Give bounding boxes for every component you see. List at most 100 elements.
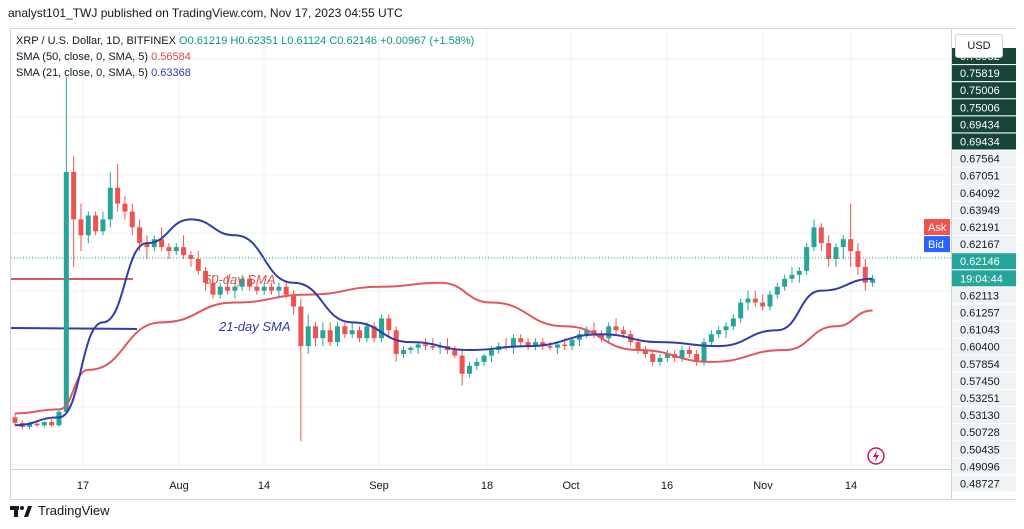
candle-body (474, 361, 480, 366)
price-label: 0.53251 (960, 393, 1000, 405)
ask-tag (924, 219, 950, 235)
candle-body (826, 243, 832, 259)
candle-body (730, 318, 736, 327)
candle-body (694, 354, 700, 362)
candle-body (100, 219, 106, 232)
candle-body (276, 286, 282, 291)
candle-body (137, 227, 143, 244)
price-label: 0.57450 (960, 376, 1000, 388)
price-label: 0.69434 (960, 137, 1000, 149)
candle-body (71, 171, 77, 220)
published-line: analyst101_TWJ published on TradingView.… (8, 6, 403, 20)
price-label: 0.61043 (960, 325, 1000, 337)
candle-body (870, 278, 876, 283)
sma50-annotation: 50-day SMA (204, 272, 276, 287)
price-label-bg (952, 201, 1016, 218)
candle-body (752, 298, 758, 303)
price-label-bg (952, 133, 1016, 150)
candles (12, 76, 876, 442)
sma21-value: 0.63368 (151, 67, 191, 79)
price-label-bg (952, 355, 1016, 372)
sma50-line (14, 281, 873, 415)
price-label: 0.75819 (960, 68, 1000, 80)
candle-body (408, 347, 414, 351)
candle-body (862, 266, 868, 283)
candle-body (181, 247, 187, 256)
candle-body (247, 278, 253, 287)
candle-body (63, 171, 69, 412)
candle-body (532, 342, 538, 347)
price-label-bg (952, 150, 1016, 167)
bid-label: Bid (928, 239, 944, 251)
candle-body (151, 239, 157, 248)
price-label-bg (952, 253, 1016, 270)
candle-body (203, 270, 209, 283)
price-label-bg (952, 236, 1016, 253)
price-label: 0.50435 (960, 444, 1000, 456)
legend-symbol-row: XRP / U.S. Dollar, 1D, BITFINEX O0.61219… (16, 33, 474, 49)
candle-body (855, 251, 861, 267)
brand-label: TradingView (38, 503, 110, 518)
price-label-bg (952, 99, 1016, 116)
candle-body (430, 346, 436, 348)
price-label-bg (952, 458, 1016, 475)
candle-body (767, 294, 773, 307)
price-label-bg (952, 82, 1016, 99)
candle-body (804, 247, 810, 271)
candle-body (642, 350, 648, 354)
price-label: 0.69434 (960, 119, 1000, 131)
candle-body (144, 243, 150, 248)
price-label: 0.62146 (960, 256, 1000, 268)
price-label: 0.75006 (960, 85, 1000, 97)
currency-button[interactable]: USD (955, 34, 1003, 58)
candle-body (686, 350, 692, 354)
price-label: 0.48727 (960, 479, 1000, 491)
candle-body (313, 326, 319, 339)
candle-body (283, 286, 289, 295)
candle-body (261, 286, 267, 291)
low-value: L0.61124 (281, 35, 327, 47)
candle-body (518, 338, 524, 343)
candle-body (122, 203, 128, 212)
candle-body (34, 423, 40, 426)
candle-body (56, 411, 62, 426)
candle-body (466, 365, 472, 374)
x-tick-label: Sep (369, 480, 389, 492)
candle-body (774, 286, 780, 295)
candle-body (848, 239, 854, 252)
price-label: 19:04:44 (960, 273, 1003, 285)
price-label: 0.62167 (960, 239, 1000, 251)
candle-body (415, 344, 421, 348)
price-label-bg (952, 321, 1016, 338)
price-axis[interactable]: 0.759820.758190.750060.750060.694340.694… (924, 29, 1016, 499)
settings-icon[interactable] (866, 446, 886, 466)
candle-body (488, 350, 494, 356)
candle-body (298, 306, 304, 347)
candle-body (188, 255, 194, 259)
candle-body (547, 346, 553, 348)
candle-body (364, 326, 370, 339)
candle-body (664, 354, 670, 358)
candle-body (371, 326, 377, 339)
x-tick-label: 14 (258, 480, 270, 492)
chart-plot[interactable]: 50-day SMA 21-day SMA (11, 29, 951, 469)
price-label-bg (952, 184, 1016, 201)
price-label-bg (952, 390, 1016, 406)
candle-body (525, 342, 531, 347)
candle-body (232, 286, 238, 291)
close-value: C0.62146 (329, 35, 378, 47)
sma21-line (14, 218, 873, 427)
candle-body (723, 326, 729, 331)
candle-body (320, 330, 326, 339)
candle-body (510, 338, 516, 348)
candle-body (554, 344, 560, 348)
price-label: 0.63949 (960, 205, 1000, 217)
candle-body (422, 344, 428, 347)
candle-body (349, 330, 355, 335)
price-label-bg (952, 219, 1016, 235)
symbol-label: XRP / U.S. Dollar, 1D, BITFINEX (16, 35, 176, 47)
x-tick-label: Aug (169, 480, 189, 492)
candle-body (569, 339, 575, 347)
candle-body (818, 227, 824, 244)
price-label-bg (952, 270, 1016, 287)
